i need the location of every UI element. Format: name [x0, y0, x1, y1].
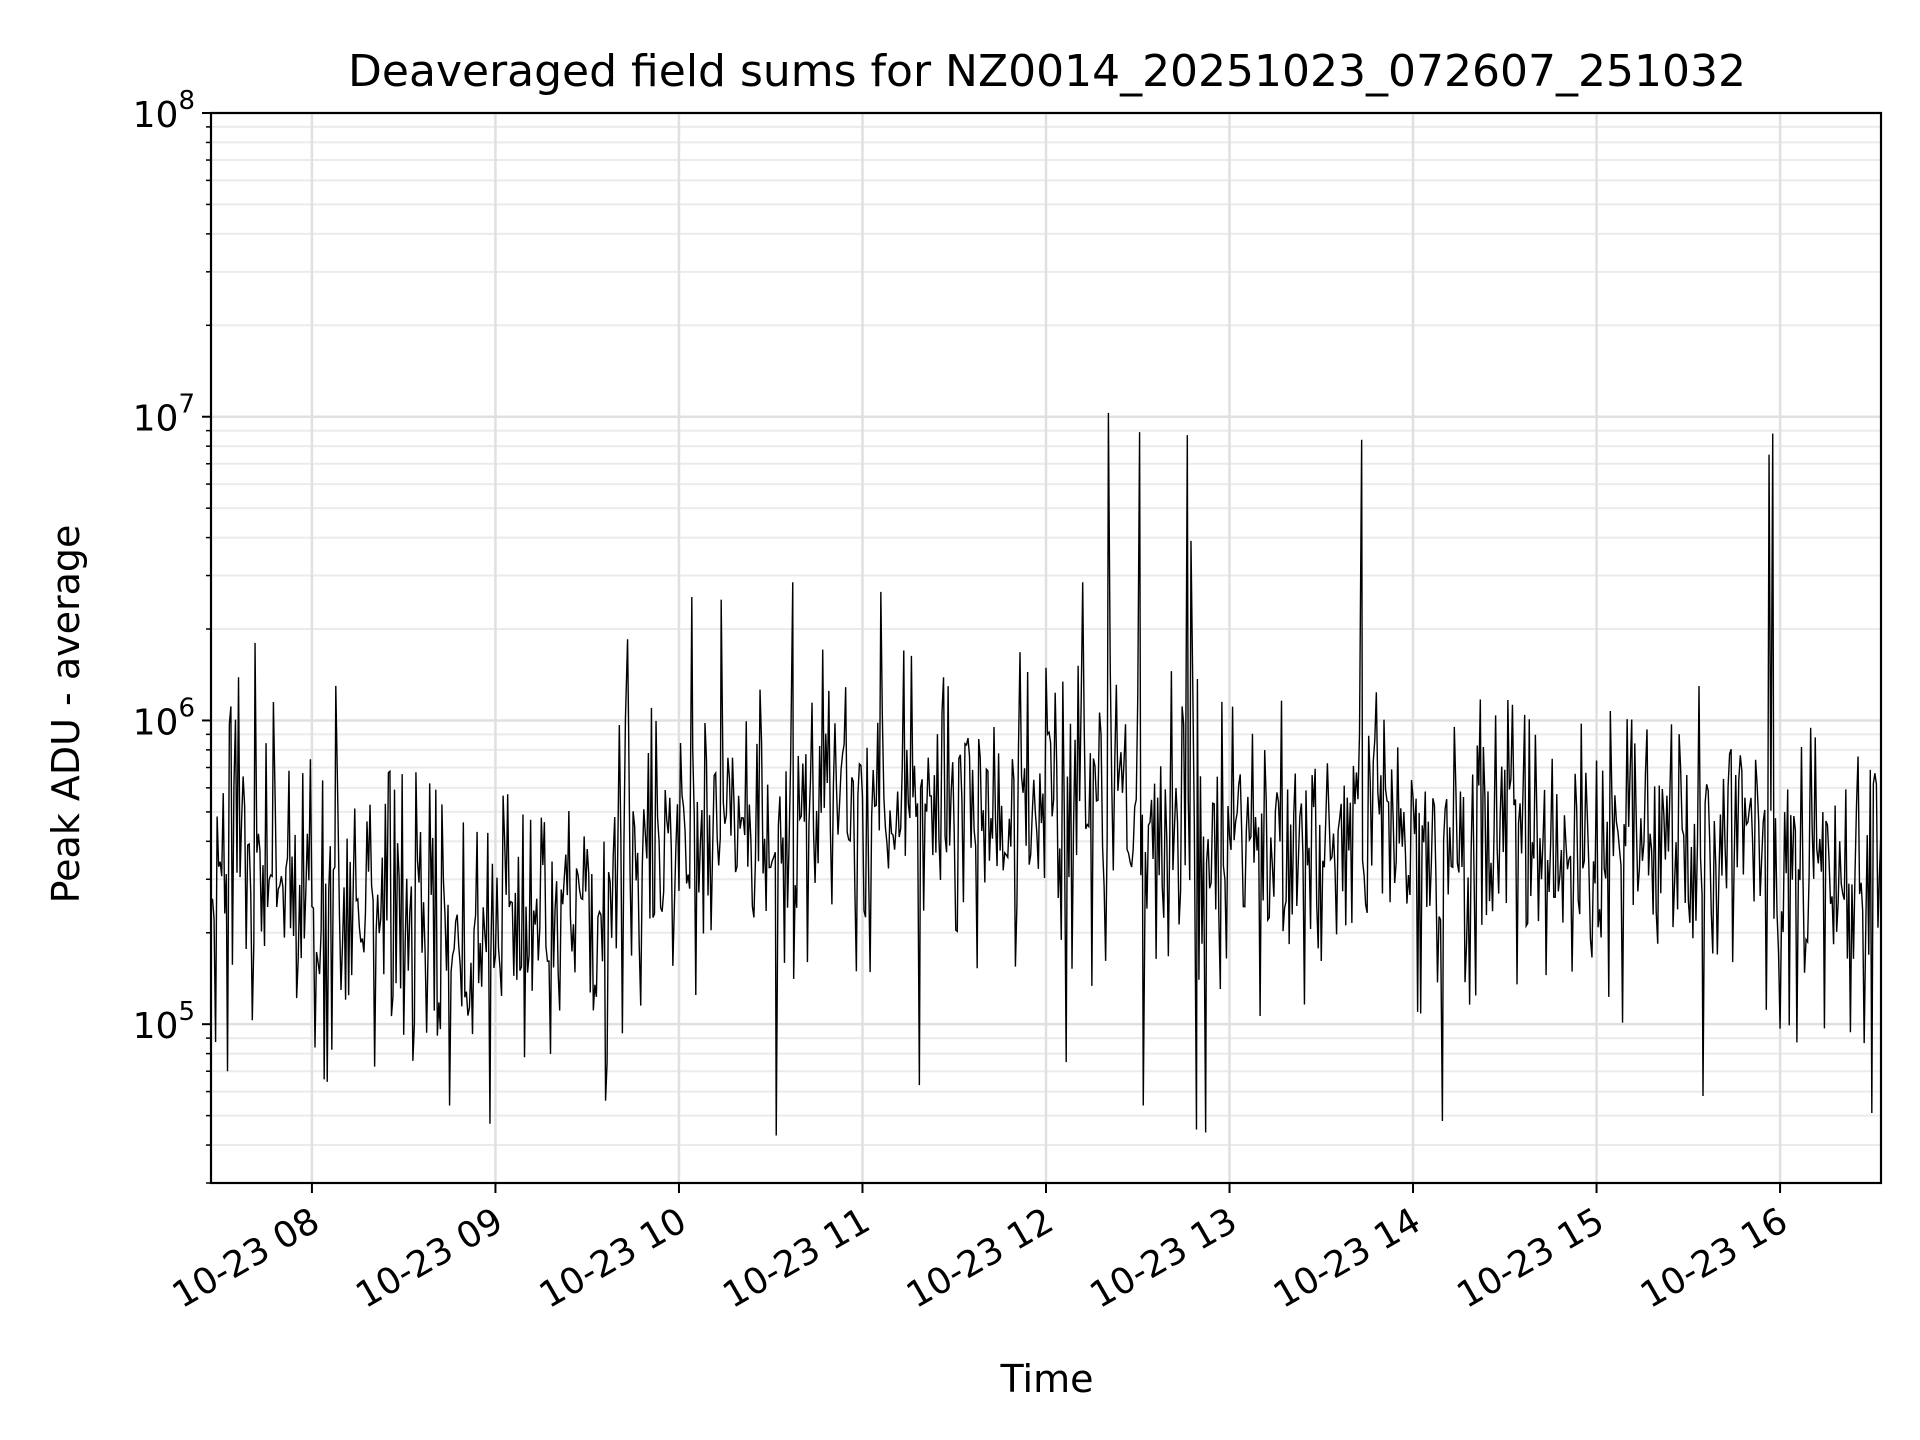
y-tick-label: 108 [133, 86, 195, 136]
y-tick-label-exponent: 6 [178, 693, 195, 723]
y-axis-label: Peak ADU - average [44, 525, 88, 904]
chart-title: Deaveraged field sums for NZ0014_2025102… [348, 46, 1746, 97]
y-tick-label-base: 10 [133, 95, 179, 136]
y-tick-label: 105 [133, 997, 195, 1047]
x-axis-label: Time [1000, 1357, 1094, 1401]
y-tick-label-exponent: 7 [178, 390, 195, 420]
y-tick-label-exponent: 8 [178, 86, 195, 116]
y-tick-label-base: 10 [133, 399, 179, 440]
y-tick-label: 106 [133, 693, 195, 743]
axes-frame [209, 111, 1883, 1185]
y-tick-label-exponent: 5 [178, 997, 195, 1027]
plot-area [210, 412, 1882, 1136]
y-tick-label: 107 [133, 390, 195, 440]
y-tick-label-base: 10 [133, 1006, 179, 1047]
y-tick-label-base: 10 [133, 702, 179, 743]
series-line-peak-adu [210, 412, 1882, 1136]
